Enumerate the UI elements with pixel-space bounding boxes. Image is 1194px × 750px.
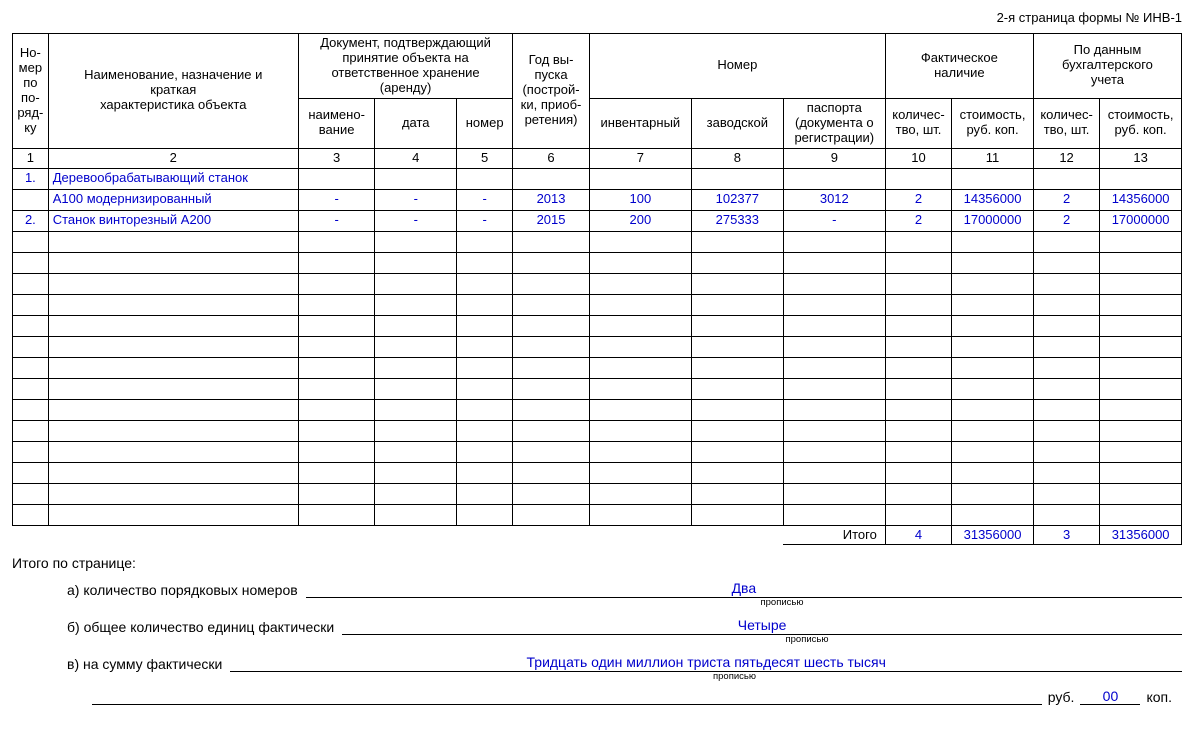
col-fact-qty: количес- тво, шт. [885, 98, 951, 148]
colnum: 9 [783, 148, 885, 168]
table-row [13, 441, 1182, 462]
total-fact-qty: 4 [885, 525, 951, 545]
rub-label: руб. [1042, 689, 1081, 705]
colnum: 11 [952, 148, 1034, 168]
page-header: 2-я страница формы № ИНВ-1 [12, 10, 1182, 25]
table-row [13, 462, 1182, 483]
footer-a-value: Два [306, 579, 1182, 598]
kop-label: коп. [1140, 689, 1178, 705]
footer-c-value: Тридцать один миллион триста пятьдесят ш… [230, 653, 1182, 672]
col-number-header: Но- мер по по- ряд- ку [13, 34, 49, 149]
col-number-group: Номер [589, 34, 885, 99]
footer-a-label: а) количество порядковых номеров [12, 582, 306, 598]
col-doc-group: Документ, подтверждающий принятие объект… [298, 34, 512, 99]
col-doc-date: дата [375, 98, 457, 148]
table-row: А100 модернизированный---201310010237730… [13, 189, 1182, 210]
table-row [13, 420, 1182, 441]
footer-a-caption: прописью [382, 597, 1182, 608]
page-footer: Итого по странице: а) количество порядко… [12, 555, 1182, 705]
total-acct-cost: 31356000 [1100, 525, 1182, 545]
total-label: Итого [783, 525, 885, 545]
colnum: 2 [48, 148, 298, 168]
colnum: 10 [885, 148, 951, 168]
table-row [13, 504, 1182, 525]
footer-c-caption: прописью [287, 671, 1182, 682]
col-fact-group: Фактическое наличие [885, 34, 1033, 99]
footer-b-value: Четыре [342, 616, 1182, 635]
table-row: 1.Деревообрабатывающий станок [13, 168, 1182, 189]
colnum: 7 [589, 148, 691, 168]
total-acct-qty: 3 [1033, 525, 1099, 545]
total-fact-cost: 31356000 [952, 525, 1034, 545]
colnum: 12 [1033, 148, 1099, 168]
table-row [13, 483, 1182, 504]
table-body: 1.Деревообрабатывающий станокА100 модерн… [13, 168, 1182, 525]
col-doc-num: номер [457, 98, 513, 148]
col-year-header: Год вы- пуска (построй- ки, приоб- ретен… [513, 34, 590, 149]
column-numbers-row: 1 2 3 4 5 6 7 8 9 10 11 12 13 [13, 148, 1182, 168]
col-name-header: Наименование, назначение и краткая харак… [48, 34, 298, 149]
colnum: 1 [13, 148, 49, 168]
colnum: 6 [513, 148, 590, 168]
table-header: Но- мер по по- ряд- ку Наименование, наз… [13, 34, 1182, 169]
footer-b-label: б) общее количество единиц фактически [12, 619, 342, 635]
table-row [13, 294, 1182, 315]
col-acct-qty: количес- тво, шт. [1033, 98, 1099, 148]
table-row [13, 336, 1182, 357]
col-fact-cost: стоимость, руб. коп. [952, 98, 1034, 148]
footer-rubkop: руб. 00 коп. [12, 688, 1182, 705]
col-inv-num: инвентарный [589, 98, 691, 148]
table-row [13, 315, 1182, 336]
colnum: 4 [375, 148, 457, 168]
col-acct-group: По данным бухгалтерского учета [1033, 34, 1181, 99]
footer-title: Итого по странице: [12, 555, 1182, 571]
table-row [13, 252, 1182, 273]
table-row [13, 273, 1182, 294]
kop-value: 00 [1080, 688, 1140, 705]
footer-c-label: в) на сумму фактически [12, 656, 230, 672]
page-number-label: 2-я страница формы № ИНВ-1 [997, 10, 1182, 25]
table-row [13, 357, 1182, 378]
colnum: 5 [457, 148, 513, 168]
col-passport: паспорта (документа о регистрации) [783, 98, 885, 148]
table-row [13, 231, 1182, 252]
colnum: 13 [1100, 148, 1182, 168]
table-row [13, 378, 1182, 399]
inventory-table: Но- мер по по- ряд- ку Наименование, наз… [12, 33, 1182, 545]
col-factory-num: заводской [691, 98, 783, 148]
colnum: 3 [298, 148, 375, 168]
col-acct-cost: стоимость, руб. коп. [1100, 98, 1182, 148]
colnum: 8 [691, 148, 783, 168]
col-doc-name: наимено- вание [298, 98, 375, 148]
table-row [13, 399, 1182, 420]
table-row: 2.Станок винторезный А200---201520027533… [13, 210, 1182, 231]
footer-b-caption: прописью [432, 634, 1182, 645]
total-row: Итого 4 31356000 3 31356000 [13, 525, 1182, 545]
